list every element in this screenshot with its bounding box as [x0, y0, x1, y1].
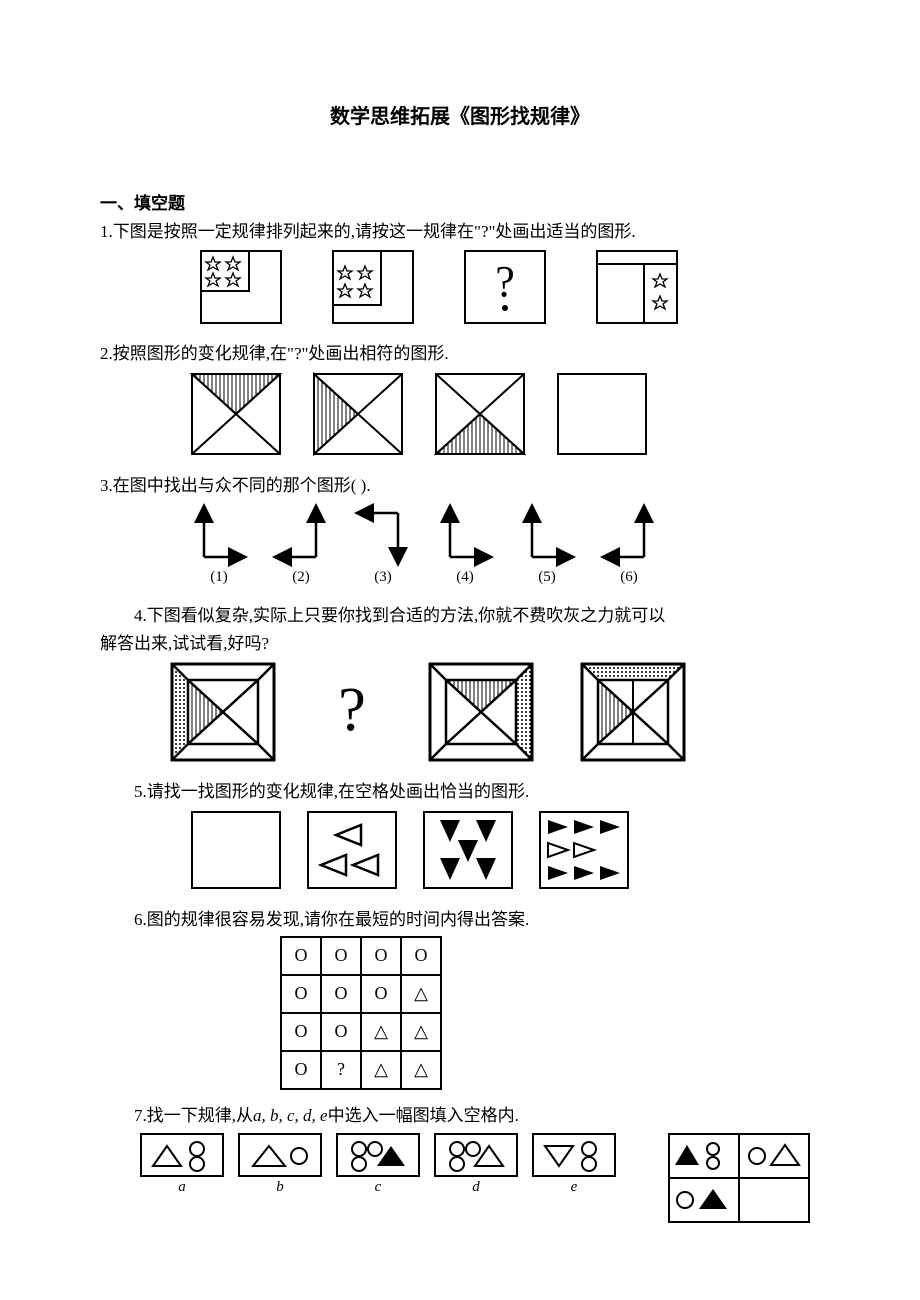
- question-5-text: 5.请找一找图形的变化规律,在空格处画出恰当的图形.: [100, 780, 820, 804]
- q7-answer-grid: [668, 1133, 810, 1223]
- q7-grid-cell: [739, 1134, 809, 1178]
- page: 数学思维拓展《图形找规律》 一、填空题 1.下图是按照一定规律排列起来的,请按这…: [0, 0, 920, 1281]
- q4-fig-4: [580, 662, 686, 762]
- q6-cell: O: [281, 937, 321, 975]
- svg-text:?: ?: [338, 676, 366, 744]
- q4-fig-3: [428, 662, 534, 762]
- q6-cell: O: [281, 1013, 321, 1051]
- q6-cell: O: [321, 975, 361, 1013]
- q3-fig-6: [600, 503, 658, 567]
- q3-label-2: (2): [292, 569, 310, 586]
- svg-text:?: ?: [495, 257, 515, 306]
- q6-cell: △: [361, 1051, 401, 1089]
- doc-title: 数学思维拓展《图形找规律》: [100, 100, 820, 129]
- q6-grid: OOOO OOO△ OO△△ O?△△: [280, 936, 442, 1090]
- q7-opt-b: [238, 1133, 322, 1177]
- q5-fig-4: [538, 810, 630, 890]
- question-4-text-a: 4.下图看似复杂,实际上只要你找到合适的方法,你就不费吹灰之力就可以: [100, 604, 820, 628]
- q3-fig-1: [190, 503, 248, 567]
- question-1-text: 1.下图是按照一定规律排列起来的,请按这一规律在"?"处画出适当的图形.: [100, 220, 820, 244]
- q7-grid-cell: [669, 1134, 739, 1178]
- q1-fig-4: [596, 250, 678, 324]
- question-1-figures: ?: [200, 250, 820, 324]
- question-2-figures: [190, 372, 820, 456]
- question-4-text-b: 解答出来,试试看,好吗?: [100, 632, 820, 656]
- question-7-text: 7.找一下规律,从a, b, c, d, e中选入一幅图填入空格内.: [100, 1104, 820, 1128]
- question-3-text: 3.在图中找出与众不同的那个图形( ).: [100, 474, 820, 498]
- question-5-figures: [190, 810, 820, 890]
- q6-cell: △: [401, 975, 441, 1013]
- q6-cell: O: [281, 1051, 321, 1089]
- q7-opt-a: [140, 1133, 224, 1177]
- q4-fig-1: [170, 662, 276, 762]
- q6-cell: O: [321, 1013, 361, 1051]
- q1-fig-1: [200, 250, 282, 324]
- question-6-text: 6.图的规律很容易发现,请你在最短的时间内得出答案.: [100, 908, 820, 932]
- q6-cell: △: [401, 1013, 441, 1051]
- q2-fig-2: [312, 372, 404, 456]
- q6-cell: ?: [321, 1051, 361, 1089]
- q5-fig-2: [306, 810, 398, 890]
- q7-label-b: b: [276, 1179, 284, 1196]
- q2-fig-1: [190, 372, 282, 456]
- section-heading: 一、填空题: [100, 189, 820, 214]
- q6-cell: O: [401, 937, 441, 975]
- q7-post: 中选入一幅图填入空格内.: [328, 1106, 519, 1125]
- q3-label-3: (3): [374, 569, 392, 586]
- q3-fig-2: [272, 503, 330, 567]
- q3-label-5: (5): [538, 569, 556, 586]
- q5-fig-1-blank: [190, 810, 282, 890]
- q7-opt-e: [532, 1133, 616, 1177]
- q6-cell: O: [361, 937, 401, 975]
- question-3-figures: (1) (2) (3) (4): [190, 503, 820, 586]
- question-7-figures: a b c d e: [140, 1133, 820, 1223]
- q7-label-a: a: [178, 1179, 186, 1196]
- q7-label-d: d: [472, 1179, 480, 1196]
- q7-opt-c: [336, 1133, 420, 1177]
- q3-label-1: (1): [210, 569, 228, 586]
- q6-cell: O: [281, 975, 321, 1013]
- q2-fig-4-blank: [556, 372, 648, 456]
- q3-fig-5: [518, 503, 576, 567]
- q7-grid-cell: [669, 1178, 739, 1222]
- q7-opt-d: [434, 1133, 518, 1177]
- q6-cell: O: [361, 975, 401, 1013]
- q5-fig-3: [422, 810, 514, 890]
- q3-fig-3: [354, 503, 412, 567]
- q7-letters: a, b, c, d, e: [253, 1106, 328, 1125]
- q7-pre: 7.找一下规律,从: [134, 1106, 253, 1125]
- q6-cell: △: [401, 1051, 441, 1089]
- q4-fig-2-question: ?: [322, 672, 382, 752]
- q7-grid-cell-blank: [739, 1178, 809, 1222]
- q7-label-e: e: [571, 1179, 578, 1196]
- q1-fig-2: [332, 250, 414, 324]
- q7-label-c: c: [375, 1179, 382, 1196]
- q1-fig-3-question: ?: [464, 250, 546, 324]
- q3-label-4: (4): [456, 569, 474, 586]
- q3-fig-4: [436, 503, 494, 567]
- question-4-figures: ?: [170, 662, 820, 762]
- q6-cell: △: [361, 1013, 401, 1051]
- q6-cell: O: [321, 937, 361, 975]
- q3-label-6: (6): [620, 569, 638, 586]
- q2-fig-3: [434, 372, 526, 456]
- question-2-text: 2.按照图形的变化规律,在"?"处画出相符的图形.: [100, 342, 820, 366]
